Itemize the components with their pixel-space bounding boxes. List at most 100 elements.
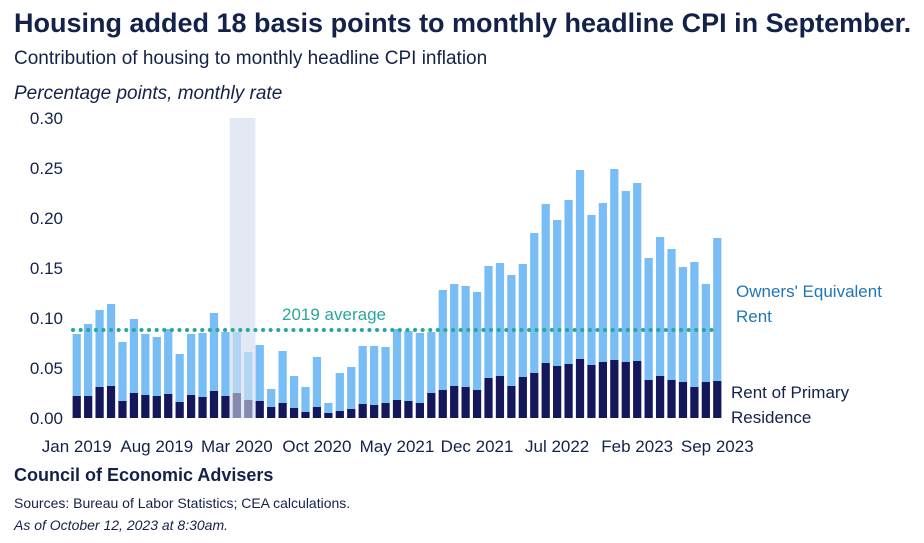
bar-rent <box>129 393 139 418</box>
y-tick-label: 0.05 <box>30 359 63 378</box>
bar-rent <box>587 365 596 418</box>
bar-rent <box>347 409 356 418</box>
bar-oer <box>381 347 390 403</box>
bar-rent <box>335 411 344 418</box>
bar-rent <box>678 382 688 418</box>
bar-oer <box>335 373 344 411</box>
bar-rent <box>610 360 619 418</box>
y-tick-label: 0.00 <box>30 409 63 428</box>
bar-oer <box>575 170 585 359</box>
bar-oer <box>427 332 436 393</box>
bar-oer <box>644 258 653 380</box>
bar-oer <box>301 387 310 412</box>
bar-oer <box>392 329 402 400</box>
bar-rent <box>701 382 710 418</box>
bar-rent <box>598 362 608 418</box>
shaded-period <box>229 118 256 418</box>
chart-title: Housing added 18 basis points to monthly… <box>14 8 912 38</box>
bar-oer <box>164 329 173 394</box>
bar-rent <box>472 390 482 418</box>
bar-oer <box>152 337 161 396</box>
bar-oer <box>221 332 230 396</box>
bar-oer <box>667 249 676 380</box>
y-tick-label: 0.10 <box>30 309 63 328</box>
bar-rent <box>198 397 207 418</box>
bar-oer <box>415 333 424 403</box>
bar-rent <box>541 363 550 418</box>
bar-rent <box>289 408 299 418</box>
y-tick-label: 0.25 <box>30 159 63 178</box>
bar-rent <box>633 361 642 418</box>
x-tick-label: May 2021 <box>360 437 435 456</box>
bar-rent <box>415 403 424 418</box>
bar-rent <box>564 364 573 418</box>
bar-oer <box>678 267 688 382</box>
bar-rent <box>118 401 127 418</box>
bar-rent <box>370 405 379 418</box>
bar-oer <box>450 284 459 386</box>
bar-oer <box>598 203 608 362</box>
bar-rent <box>209 391 219 418</box>
x-tick-label: Feb 2023 <box>601 437 673 456</box>
bar-oer <box>72 334 81 396</box>
series-label-rent: Residence <box>731 408 811 427</box>
x-tick-label: Sep 2023 <box>681 437 754 456</box>
bar-rent <box>186 395 196 418</box>
bar-rent <box>175 402 184 418</box>
bar-oer <box>472 292 482 390</box>
bar-oer <box>278 351 287 403</box>
bar-rent <box>324 413 333 418</box>
bar-rent <box>518 377 527 418</box>
bar-oer <box>84 324 93 396</box>
bar-oer <box>484 266 493 378</box>
series-label-oer: Rent <box>736 307 772 326</box>
bar-oer <box>106 304 116 386</box>
bar-oer <box>655 237 665 376</box>
bar-oer <box>267 389 276 407</box>
bar-oer <box>564 200 573 364</box>
bar-oer <box>438 290 447 390</box>
bar-rent <box>427 393 436 418</box>
y-tick-label: 0.15 <box>30 259 63 278</box>
bar-rent <box>450 386 459 418</box>
bar-oer <box>347 367 356 409</box>
series-label-oer: Owners' Equivalent <box>736 282 882 301</box>
x-tick-label: Dec 2021 <box>441 437 514 456</box>
footer-sources: Sources: Bureau of Labor Statistics; CEA… <box>14 495 351 511</box>
bar-oer <box>610 169 619 360</box>
bar-rent <box>106 386 116 418</box>
bar-oer <box>198 333 207 397</box>
bar-oer <box>713 238 722 381</box>
bar-oer <box>209 313 219 391</box>
bar-rent <box>221 396 230 418</box>
bar-rent <box>392 400 402 418</box>
bar-rent <box>575 359 585 418</box>
average-label: 2019 average <box>282 305 386 324</box>
bar-rent <box>72 396 81 418</box>
bar-rent <box>438 390 447 418</box>
footer-organization: Council of Economic Advisers <box>14 465 274 485</box>
bar-oer <box>701 284 710 382</box>
x-tick-label: Mar 2020 <box>201 437 273 456</box>
bar-rent <box>301 412 310 418</box>
stacked-bar-chart: 0.00 0.05 0.10 0.15 0.20 0.25 0.30 2019 averag… <box>30 109 882 456</box>
bar-oer <box>312 357 322 407</box>
bar-rent <box>255 401 264 418</box>
bar-rent <box>713 381 722 418</box>
bar-oer <box>232 332 241 393</box>
bar-oer <box>530 233 539 373</box>
bar-oer <box>175 354 184 402</box>
x-tick-label: Jul 2022 <box>525 437 589 456</box>
bar-oer <box>461 286 470 387</box>
bar-oer <box>129 319 139 393</box>
x-tick-label: Aug 2019 <box>120 437 193 456</box>
bar-oer <box>358 346 367 404</box>
y-tick-label: 0.30 <box>30 109 63 128</box>
bar-rent <box>152 396 161 418</box>
bar-oer <box>553 220 562 366</box>
bar-oer <box>255 345 264 401</box>
bar-oer <box>541 204 550 363</box>
bar-rent <box>278 403 287 418</box>
bar-oer <box>118 342 127 401</box>
bar-rent <box>312 407 322 418</box>
